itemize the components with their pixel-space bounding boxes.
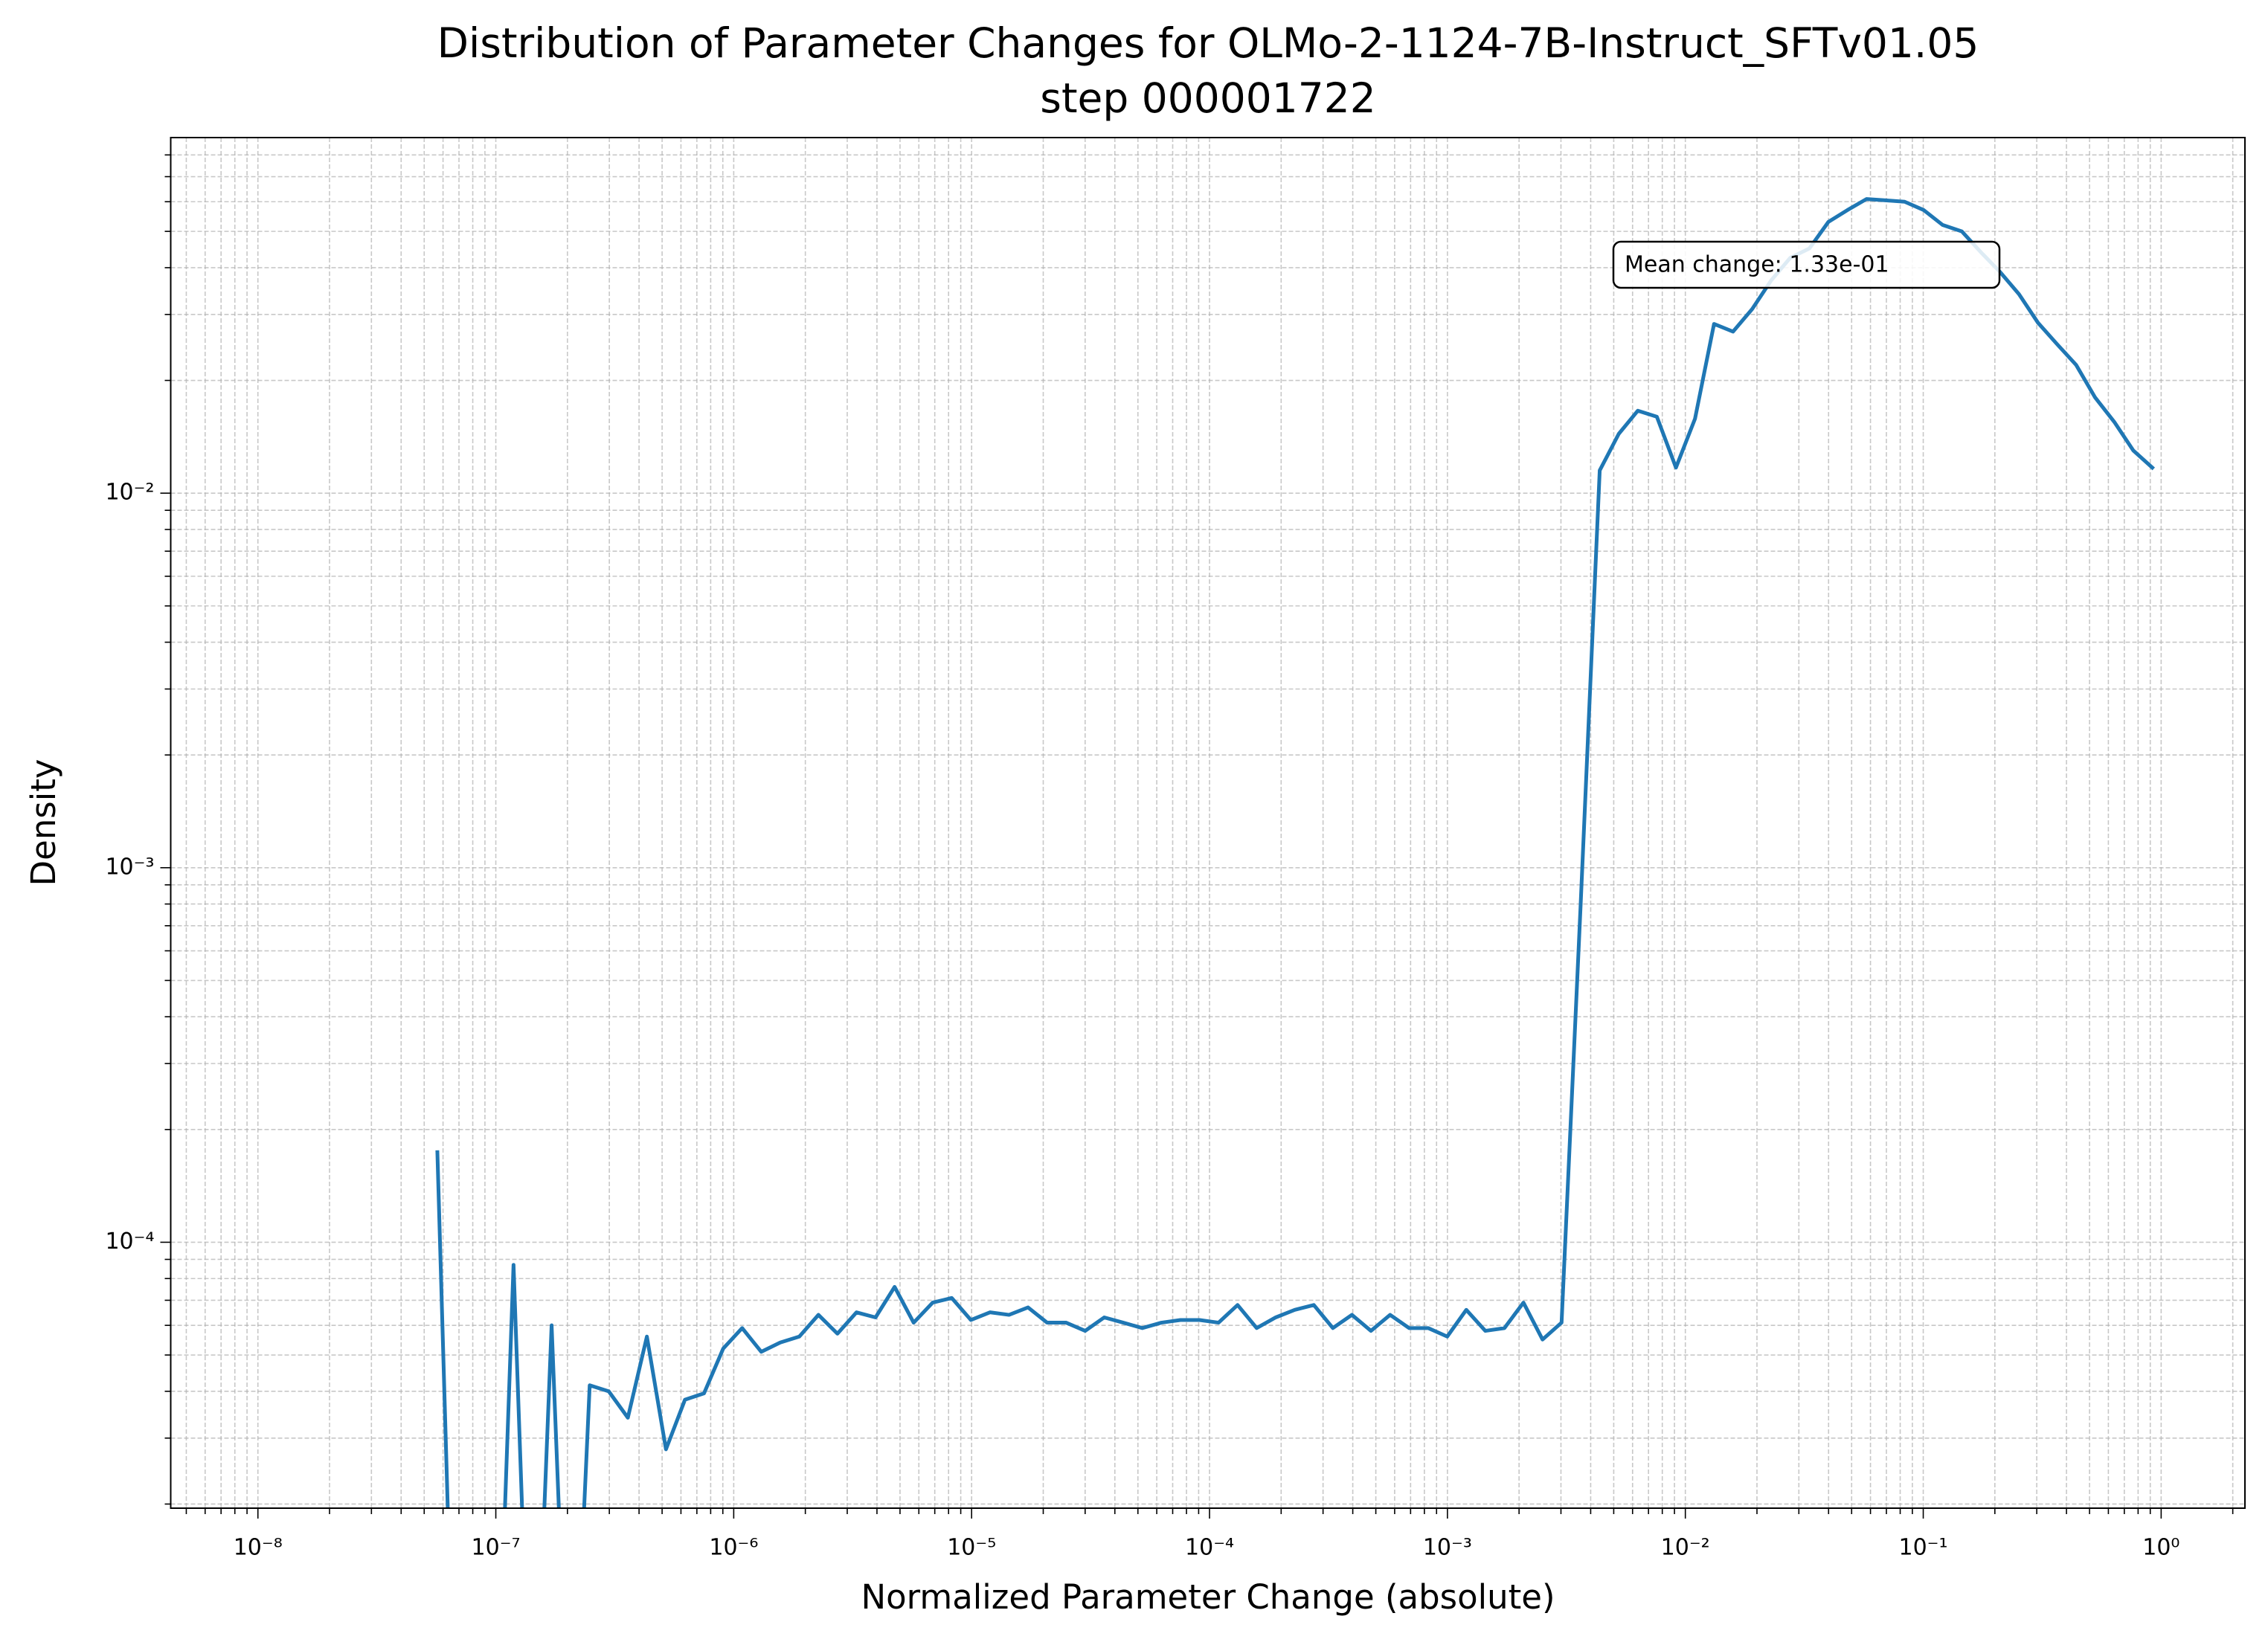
x-tick-label: 10⁰ [2142, 1535, 2179, 1561]
annotation-box [1612, 240, 2001, 289]
x-tick-label: 10⁻⁸ [234, 1535, 283, 1561]
plot-area [435, 197, 2156, 1508]
x-tick-label: 10⁻³ [1423, 1535, 1472, 1561]
x-tick-label: 10⁻⁴ [1185, 1535, 1234, 1561]
x-tick-label: 10⁻⁶ [709, 1535, 758, 1561]
annotation: Mean change: 1.33e-01 [1625, 252, 1889, 278]
chart-subtitle: step 000001722 [1040, 74, 1375, 122]
ticks: 10⁻⁸ 10⁻⁷ 10⁻⁶ 10⁻⁵ 10⁻⁴ 10⁻³ 10⁻² 10⁻¹ 10⁰ 10⁻⁴ 1… [105, 154, 2234, 1561]
x-tick-label: 10⁻² [1661, 1535, 1710, 1561]
y-tick-label: 10⁻³ [105, 854, 154, 880]
chart-title: Distribution of Parameter Changes for OL… [437, 19, 1979, 67]
y-tick-label: 10⁻⁴ [105, 1229, 154, 1255]
axes-frame [170, 137, 2246, 1509]
x-tick-label: 10⁻⁵ [947, 1535, 996, 1561]
x-axis-label: Normalized Parameter Change (absolute) [861, 1577, 1555, 1617]
y-axis-label: Density [24, 759, 63, 886]
x-tick-label: 10⁻⁷ [472, 1535, 521, 1561]
data-line [435, 197, 2156, 1508]
y-tick-label: 10⁻² [105, 480, 154, 506]
x-tick-label: 10⁻¹ [1899, 1535, 1948, 1561]
